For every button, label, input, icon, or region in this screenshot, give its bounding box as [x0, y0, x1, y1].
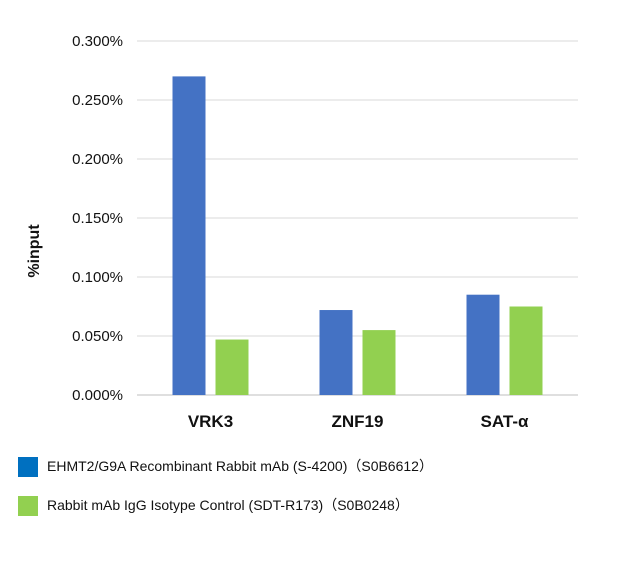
- bars: [172, 76, 543, 396]
- legend-swatch-green: [18, 496, 38, 516]
- bar-vrk3-series-2: [215, 339, 249, 395]
- y-tick-label: 0.100%: [72, 269, 123, 286]
- category-label: SAT-α: [481, 412, 529, 431]
- y-axis-title: %input: [26, 224, 43, 278]
- bar-sat-series-1: [466, 294, 500, 395]
- bar-vrk3-series-1: [172, 76, 206, 396]
- category-labels: VRK3 ZNF19 SAT-α: [188, 412, 529, 431]
- y-tick-label: 0.050%: [72, 328, 123, 345]
- y-tick-label: 0.300%: [72, 33, 123, 50]
- y-tick-label: 0.000%: [72, 387, 123, 404]
- legend-item-isotype: Rabbit mAb IgG Isotype Control (SDT-R173…: [18, 496, 608, 516]
- y-tick-labels: 0.000% 0.050% 0.100% 0.150% 0.200% 0.250% 0.30…: [72, 33, 123, 404]
- bar-znf19-series-2: [362, 330, 396, 395]
- bar-znf19-series-1: [319, 310, 353, 395]
- y-tick-label: 0.150%: [72, 210, 123, 227]
- bar-chart: 0.000% 0.050% 0.100% 0.150% 0.200% 0.250% 0.30…: [26, 33, 578, 431]
- legend: EHMT2/G9A Recombinant Rabbit mAb (S-4200…: [18, 457, 608, 516]
- bar-sat-series-2: [509, 306, 543, 395]
- category-label: VRK3: [188, 412, 233, 431]
- category-label: ZNF19: [332, 412, 384, 431]
- legend-item-ehmt2: EHMT2/G9A Recombinant Rabbit mAb (S-4200…: [18, 457, 608, 477]
- legend-label-isotype: Rabbit mAb IgG Isotype Control (SDT-R173…: [47, 497, 409, 513]
- legend-swatch-blue: [18, 457, 38, 477]
- legend-label-ehmt2: EHMT2/G9A Recombinant Rabbit mAb (S-4200…: [47, 458, 433, 474]
- y-tick-label: 0.200%: [72, 151, 123, 168]
- y-tick-label: 0.250%: [72, 92, 123, 109]
- gridlines: [137, 40, 578, 396]
